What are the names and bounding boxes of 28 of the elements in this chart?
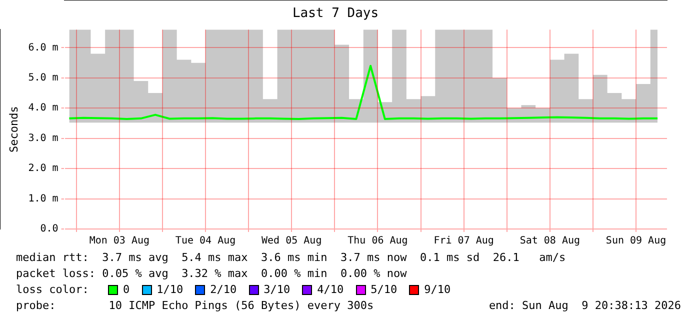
text: 4/10: [317, 282, 344, 298]
x-tick-label: Mon 03 Aug: [89, 236, 150, 247]
text: 3/10: [264, 282, 290, 298]
text: packet loss: 0.05 % avg 3.32 % max 0.00 % min 0.00 % now: [16, 266, 408, 282]
text: end: Sun Aug 9 20:38:13 2026: [488, 298, 681, 314]
y-tick-label: 2.0 m: [28, 163, 58, 174]
text: 2/10: [210, 282, 237, 298]
x-tick-label: Wed 05 Aug: [262, 236, 322, 247]
y-tick-label: 0.0: [40, 224, 58, 235]
text: loss color:: [16, 282, 90, 298]
x-tick-label: Sat 08 Aug: [520, 236, 580, 247]
chart-title: Last 7 Days: [292, 6, 379, 22]
x-tick-label: Sun 09 Aug: [606, 236, 666, 247]
text: 1/10: [156, 282, 184, 298]
y-axis-title: Seconds: [7, 106, 20, 152]
y-tick-label: 4.0 m: [28, 102, 58, 114]
y-tick-label: 1.0 m: [28, 193, 58, 204]
y-tick-label: 3.0 m: [28, 132, 58, 144]
text: median rtt: 3.7 ms avg 5.4 ms max 3.6 ms min 3.7 ms now 0.1 ms sd 26.1 am/s: [16, 250, 567, 266]
text: probe: 10 ICMP Echo Pings (56 Bytes) every 300s: [16, 298, 374, 314]
text: 9/10: [424, 282, 451, 298]
x-tick-label: Tue 04 Aug: [175, 236, 236, 247]
text: 0: [123, 282, 130, 298]
x-tick-label: Fri 07 Aug: [434, 236, 494, 247]
y-tick-label: 6.0 m: [28, 42, 58, 54]
y-tick-label: 5.0 m: [28, 72, 58, 84]
text: 5/10: [370, 282, 398, 298]
x-tick-label: Thu 06 Aug: [348, 236, 408, 247]
